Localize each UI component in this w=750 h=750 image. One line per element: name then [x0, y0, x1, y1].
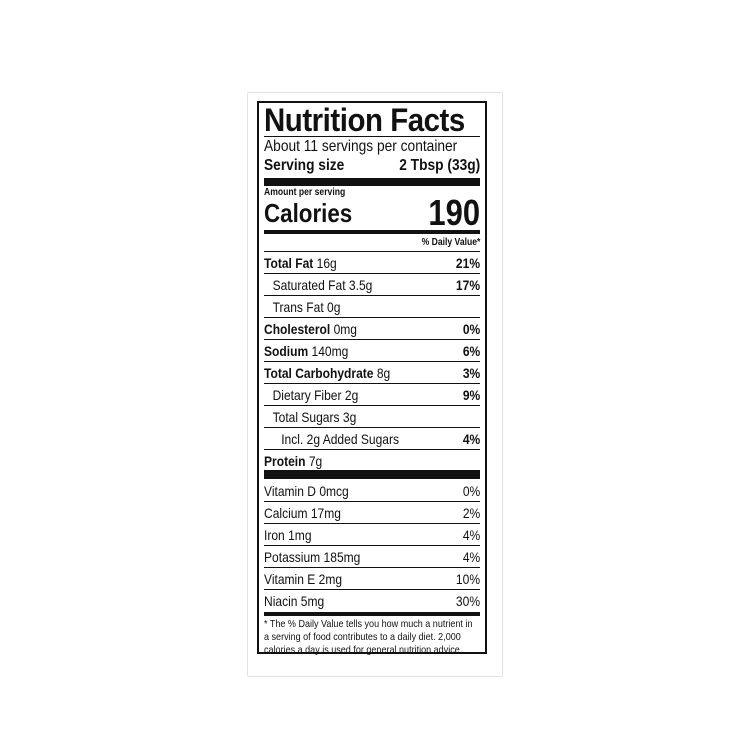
divider — [264, 449, 480, 450]
nutrient-dv: 3% — [462, 365, 480, 381]
vitamin-name: Iron 1mg — [264, 527, 312, 543]
vitamin-dv: 2% — [462, 505, 480, 521]
nutrient-row: Protein 7g — [264, 451, 480, 471]
vitamin-name: Calcium 17mg — [264, 505, 341, 521]
nutrient-amount: 8g — [376, 365, 391, 381]
nutrient-row: Total Fat 16g 21% — [264, 253, 480, 273]
divider — [264, 427, 480, 428]
nutrient-dv: 17% — [455, 277, 480, 293]
vitamin-dv: 0% — [462, 483, 480, 499]
vitamin-row: Vitamin E 2mg 10% — [264, 569, 480, 589]
nutrient-amount: 16g — [316, 255, 337, 271]
nutrient-dv: 6% — [462, 343, 480, 359]
nutrient-amount: 3g — [342, 409, 357, 425]
divider — [264, 612, 480, 616]
nutrient-amount: 3.5g — [348, 277, 373, 293]
nutrient-row: Sodium 140mg 6% — [264, 341, 480, 361]
nutrient-name: Total Fat — [264, 255, 314, 271]
divider — [264, 567, 480, 568]
nutrient-dv: 9% — [462, 387, 480, 403]
divider — [264, 589, 480, 590]
nutrient-row: Trans Fat 0g — [264, 297, 480, 317]
vitamin-name: Potassium 185mg — [264, 549, 361, 565]
divider — [264, 523, 480, 524]
divider — [264, 501, 480, 502]
nutrient-name: Dietary Fiber — [272, 387, 342, 403]
label-title: Nutrition Facts — [264, 102, 465, 138]
nutrient-row: Saturated Fat 3.5g 17% — [264, 275, 480, 295]
divider — [264, 136, 480, 137]
nutrient-row: Cholesterol 0mg 0% — [264, 319, 480, 339]
serving-size: Serving size 2 Tbsp (33g) — [264, 157, 480, 174]
vitamin-row: Potassium 185mg 4% — [264, 547, 480, 567]
divider — [264, 361, 480, 362]
vitamin-dv: 30% — [455, 593, 480, 609]
product-card — [247, 92, 503, 677]
vitamin-row: Iron 1mg 4% — [264, 525, 480, 545]
servings-per-container: About 11 servings per container — [264, 138, 458, 155]
nutrient-dv: 0% — [462, 321, 480, 337]
nutrient-name: Protein — [264, 453, 306, 469]
vitamin-row: Niacin 5mg 30% — [264, 591, 480, 611]
vitamin-dv: 10% — [455, 571, 480, 587]
nutrient-name: Saturated Fat — [272, 277, 346, 293]
nutrition-facts-label: Nutrition Facts About 11 servings per co… — [257, 101, 487, 656]
divider — [264, 295, 480, 296]
vitamin-name: Vitamin E 2mg — [264, 571, 343, 587]
divider — [264, 273, 480, 274]
divider — [264, 545, 480, 546]
nutrient-amount: 7g — [308, 453, 323, 469]
nutrient-amount: 0g — [327, 299, 341, 315]
vitamin-dv: 4% — [462, 527, 480, 543]
amount-per-serving: Amount per serving — [264, 186, 346, 198]
divider — [264, 339, 480, 340]
footnote: * The % Daily Value tells you how much a… — [264, 618, 473, 656]
medium-divider — [264, 230, 480, 234]
nutrient-dv: 21% — [455, 255, 480, 271]
nutrient-name: Cholesterol — [264, 321, 331, 337]
divider — [264, 470, 480, 479]
nutrient-row: Dietary Fiber 2g 9% — [264, 385, 480, 405]
divider — [264, 317, 480, 318]
vitamin-dv: 4% — [462, 549, 480, 565]
nutrient-name: Trans Fat — [272, 299, 324, 315]
nutrient-dv: 4% — [462, 431, 480, 447]
nutrient-row: Total Carbohydrate 8g 3% — [264, 363, 480, 383]
calories-row: Calories 190 — [264, 192, 480, 233]
nutrient-row: Total Sugars 3g — [264, 407, 480, 427]
vitamin-row: Vitamin D 0mcg 0% — [264, 481, 480, 501]
nutrient-name: Total Carbohydrate — [264, 365, 374, 381]
nutrient-name: Incl. 2g Added Sugars — [281, 431, 400, 447]
nutrient-name: Total Sugars — [272, 409, 340, 425]
thick-divider — [264, 178, 480, 186]
divider — [264, 251, 480, 252]
divider — [264, 383, 480, 384]
nutrient-name: Sodium — [264, 343, 309, 359]
vitamin-row: Calcium 17mg 2% — [264, 503, 480, 523]
divider — [264, 405, 480, 406]
nutrient-amount: 140mg — [311, 343, 349, 359]
nutrient-amount: 0mg — [333, 321, 358, 337]
vitamin-name: Niacin 5mg — [264, 593, 325, 609]
nutrient-amount: 2g — [344, 387, 359, 403]
daily-value-header: % Daily Value* — [421, 236, 480, 248]
nutrient-row: Incl. 2g Added Sugars 4% — [264, 429, 480, 449]
vitamin-name: Vitamin D 0mcg — [264, 483, 349, 499]
